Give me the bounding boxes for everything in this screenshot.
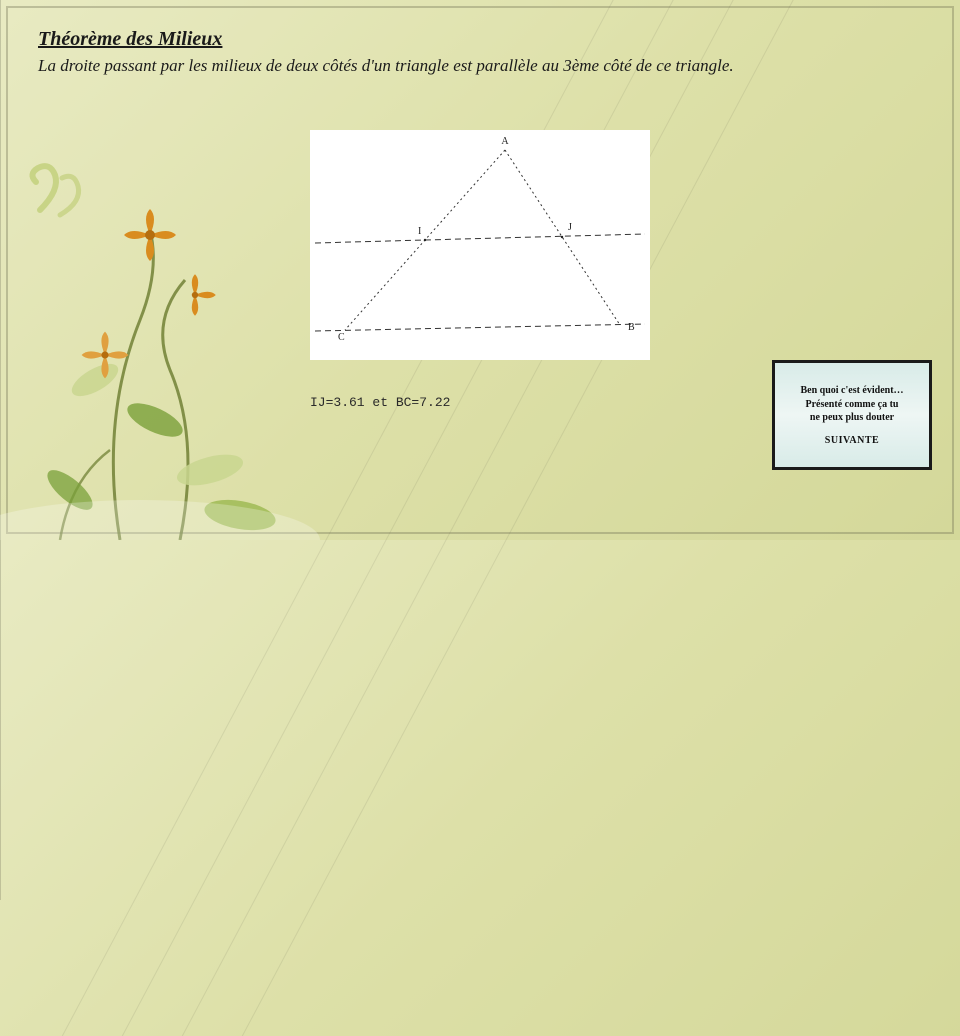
floral-decoration <box>0 120 320 540</box>
label-I: I <box>418 226 421 237</box>
label-J: J <box>568 222 572 233</box>
callout-message: Ben quoi c'est évident… Présenté comme ç… <box>800 384 903 425</box>
measurement-text: IJ=3.61 et BC=7.22 <box>310 395 450 410</box>
label-A: A <box>501 136 509 147</box>
comment-callout: Ben quoi c'est évident… Présenté comme ç… <box>772 360 932 470</box>
label-B: B <box>628 322 635 333</box>
theorem-title: Théorème des Milieux <box>38 28 222 51</box>
theorem-statement: La droite passant par les milieux de deu… <box>38 56 734 76</box>
triangle-diagram: A B C I J <box>310 130 650 360</box>
label-C: C <box>338 332 345 343</box>
next-button[interactable]: SUIVANTE <box>825 435 879 446</box>
